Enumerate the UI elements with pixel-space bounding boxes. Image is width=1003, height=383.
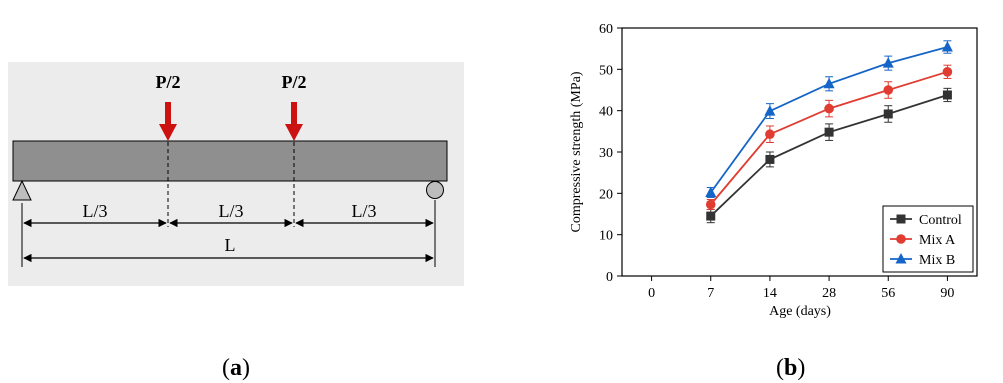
legend-label: Mix A [919, 233, 956, 248]
data-point [883, 109, 893, 119]
series-layer [705, 40, 953, 224]
x-axis-title: Age (days) [769, 304, 831, 319]
segment-label-2: L/3 [219, 201, 244, 221]
legend-swatch-marker [896, 214, 906, 224]
series-control [706, 87, 952, 224]
data-point [824, 103, 834, 114]
y-tick-label: 0 [606, 270, 613, 285]
beam-diagram-panel: P/2 P/2 L/3 L/3 L/3 L [8, 62, 464, 286]
strength-chart-panel: 0 10 20 30 40 50 60 0 7 14 28 56 90 Age (days) Comp… [560, 8, 990, 338]
data-point [883, 85, 894, 95]
beam-diagram: P/2 P/2 L/3 L/3 L/3 L [12, 72, 448, 267]
load-label-2: P/2 [282, 72, 307, 92]
y-tick-label: 20 [599, 187, 613, 202]
legend-label: Mix B [919, 253, 955, 268]
x-tick-label: 14 [763, 286, 777, 301]
legend-swatch-marker [895, 253, 907, 264]
data-point [705, 199, 716, 210]
total-length-label: L [225, 235, 236, 255]
load-arrow-2 [285, 102, 303, 141]
y-axis: 0 10 20 30 40 50 60 [599, 22, 622, 285]
strength-chart: 0 10 20 30 40 50 60 0 7 14 28 56 90 Age (days) Comp… [569, 22, 978, 319]
data-point [765, 129, 775, 140]
load-label-1: P/2 [156, 72, 181, 92]
caption-a-letter: a [230, 355, 242, 381]
legend-swatch-marker [896, 234, 906, 244]
data-point [942, 67, 953, 77]
legend: Control Mix A Mix B [882, 205, 974, 273]
data-point [764, 105, 776, 116]
x-tick-label: 7 [707, 286, 714, 301]
y-tick-label: 30 [599, 146, 613, 161]
legend-label: Control [919, 213, 962, 228]
data-point [882, 57, 894, 68]
segment-label-3: L/3 [352, 201, 377, 221]
caption-b-letter: b [784, 355, 798, 381]
series-mix-a [705, 64, 953, 210]
y-tick-label: 40 [599, 105, 613, 120]
x-tick-label: 90 [940, 286, 954, 301]
y-tick-label: 60 [599, 22, 613, 37]
data-point [705, 186, 717, 198]
x-tick-label: 56 [881, 286, 895, 301]
y-tick-label: 50 [599, 63, 613, 78]
beam [12, 140, 448, 182]
pin-support [12, 179, 32, 201]
caption-b: (b) [776, 355, 806, 381]
data-point [824, 127, 834, 137]
y-axis-title: Compressive strength (MPa) [569, 71, 584, 232]
x-tick-label: 0 [648, 286, 655, 301]
data-point [941, 41, 953, 52]
data-point [765, 154, 775, 164]
data-point [942, 90, 952, 100]
caption-a: (a) [222, 355, 250, 381]
y-tick-label: 10 [599, 229, 613, 244]
x-axis: 0 7 14 28 56 90 [648, 276, 954, 301]
data-point [706, 211, 716, 221]
load-arrow-1 [159, 102, 177, 141]
segment-label-1: L/3 [83, 201, 108, 221]
data-point [823, 77, 835, 89]
x-tick-label: 28 [822, 286, 836, 301]
roller-support [426, 181, 444, 199]
series-mix-b [705, 40, 953, 198]
